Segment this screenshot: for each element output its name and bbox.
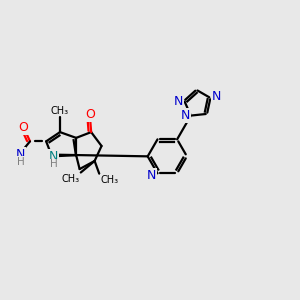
Text: N: N	[48, 150, 58, 163]
Text: O: O	[18, 121, 28, 134]
Text: CH₃: CH₃	[100, 175, 118, 185]
Text: N: N	[16, 148, 26, 160]
Text: H: H	[17, 157, 25, 167]
Text: CH₃: CH₃	[51, 106, 69, 116]
Text: N: N	[147, 169, 156, 182]
Text: N: N	[180, 109, 190, 122]
Text: O: O	[85, 108, 95, 121]
Text: N: N	[174, 95, 183, 108]
Text: H: H	[50, 159, 58, 170]
Text: CH₃: CH₃	[61, 174, 80, 184]
Text: N: N	[212, 90, 221, 103]
